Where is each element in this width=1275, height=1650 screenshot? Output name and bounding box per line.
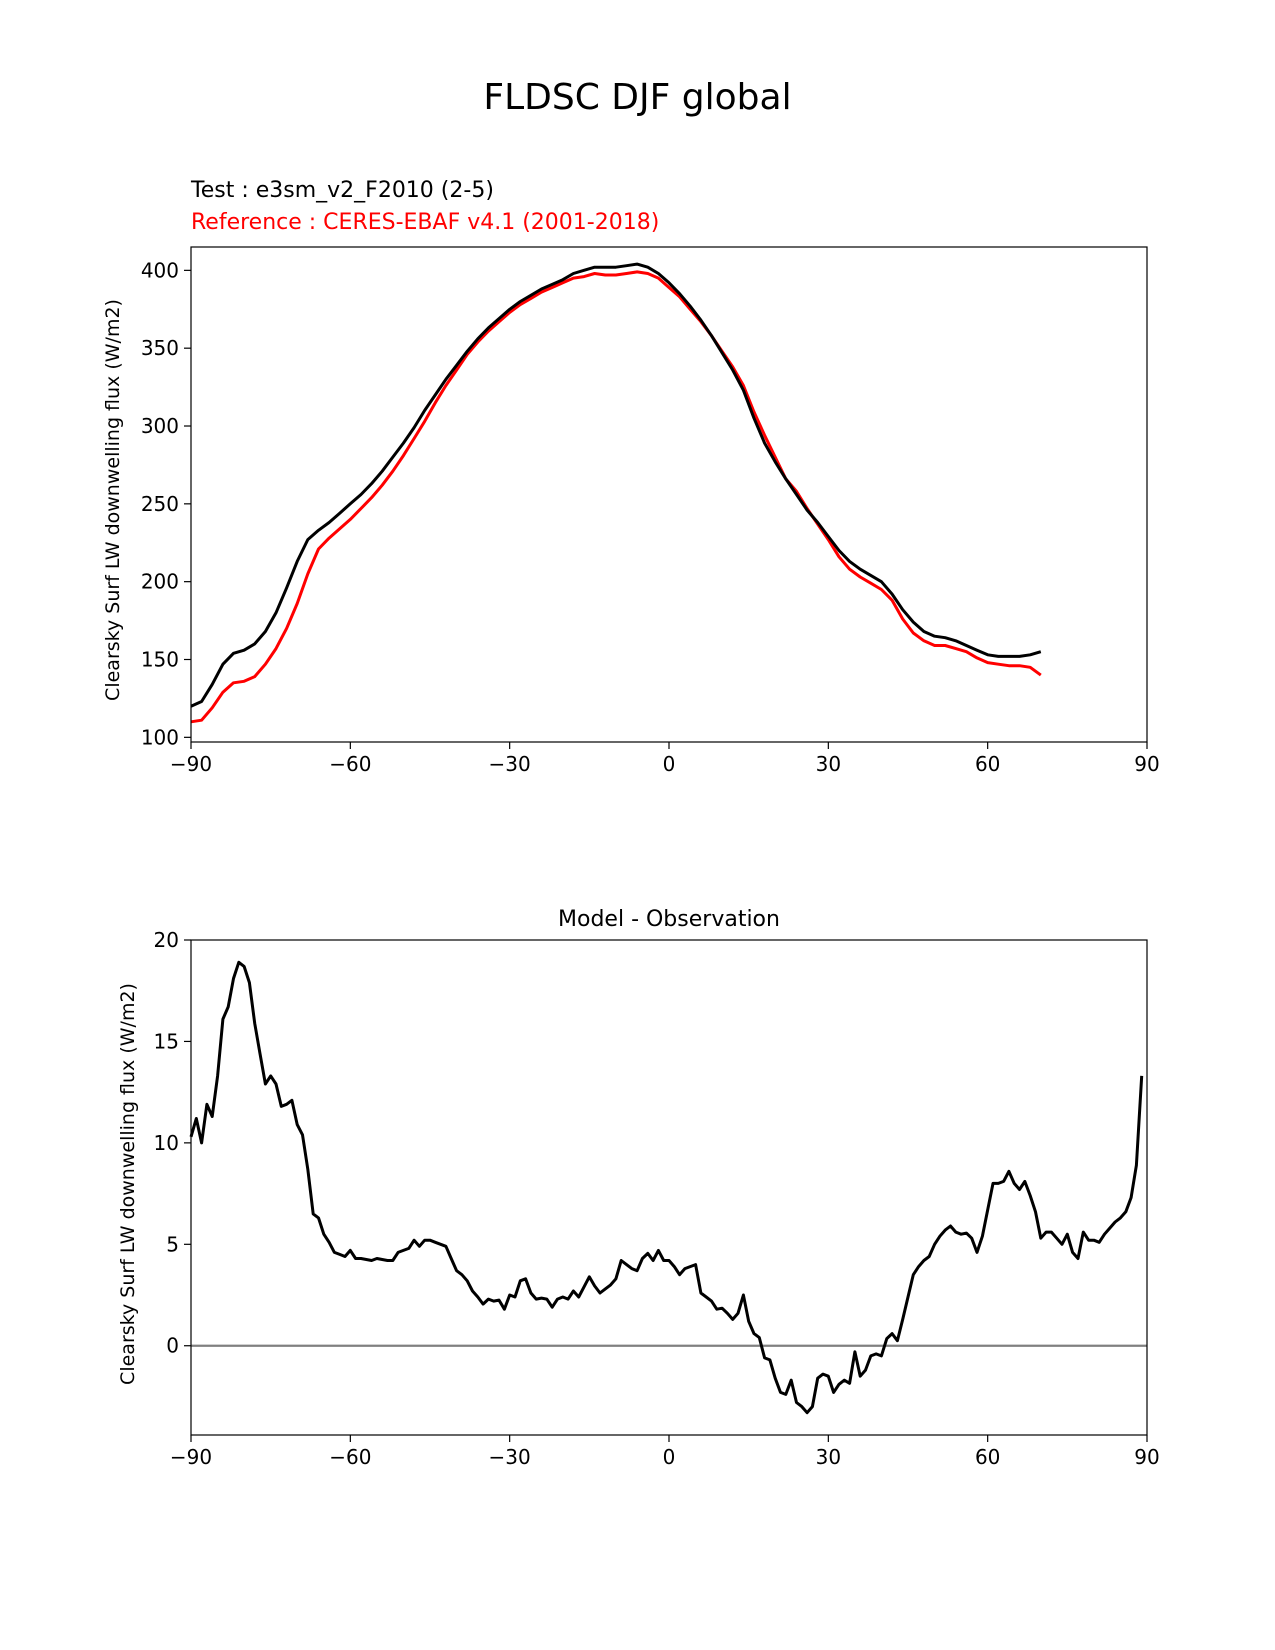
y-tick-label: 10 xyxy=(154,1131,179,1155)
x-tick-label: −90 xyxy=(170,1445,212,1469)
difference-chart: Model - Observation Clearsky Surf LW dow… xyxy=(117,907,1160,1469)
y-tick-label: 400 xyxy=(141,258,179,282)
x-tick-label: −30 xyxy=(489,752,531,776)
y-axis-label: Clearsky Surf LW downwelling flux (W/m2) xyxy=(102,299,124,701)
y-tick-label: 350 xyxy=(141,336,179,360)
reference-series-line xyxy=(190,270,1042,724)
test-series-line xyxy=(189,960,1144,1415)
y-tick-label: 5 xyxy=(166,1232,179,1256)
y-axis-label: Clearsky Surf LW downwelling flux (W/m2) xyxy=(117,983,139,1385)
plot-frame xyxy=(190,246,1148,743)
x-tick-label: 90 xyxy=(1134,1445,1159,1469)
y-axis: 100 150 200 250 300 350 400 xyxy=(141,258,191,749)
y-tick-label: 20 xyxy=(154,928,179,952)
y-tick-label: 300 xyxy=(141,414,179,438)
x-tick-label: −60 xyxy=(329,752,371,776)
flux-lines xyxy=(190,262,1042,724)
y-tick-label: 15 xyxy=(154,1029,179,1053)
y-axis: 0 5 10 15 20 xyxy=(154,928,191,1358)
y-tick-label: 150 xyxy=(141,648,179,672)
reference-title: Reference : CERES-EBAF v4.1 (2001-2018) xyxy=(191,210,659,235)
x-tick-label: 60 xyxy=(975,1445,1000,1469)
flux-chart: Test : e3sm_v2_F2010 (2-5) Reference : C… xyxy=(102,178,1160,776)
x-tick-label: −60 xyxy=(329,1445,371,1469)
test-series-line xyxy=(190,262,1042,708)
x-tick-label: 0 xyxy=(663,752,676,776)
y-tick-label: 0 xyxy=(166,1334,179,1358)
y-tick-label: 100 xyxy=(141,725,179,749)
figure-title: FLDSC DJF global xyxy=(483,77,791,118)
x-tick-label: 30 xyxy=(816,1445,841,1469)
x-tick-label: −30 xyxy=(489,1445,531,1469)
difference-title: Model - Observation xyxy=(558,907,780,932)
x-axis: −90 −60 −30 0 30 60 90 xyxy=(170,742,1160,776)
x-tick-label: 60 xyxy=(975,752,1000,776)
plot-frame xyxy=(190,939,1148,1436)
test-title: Test : e3sm_v2_F2010 (2-5) xyxy=(190,178,494,203)
x-tick-label: 0 xyxy=(663,1445,676,1469)
difference-lines xyxy=(189,960,1147,1415)
x-tick-label: 90 xyxy=(1134,752,1159,776)
x-tick-label: 30 xyxy=(816,752,841,776)
x-tick-label: −90 xyxy=(170,752,212,776)
x-axis: −90 −60 −30 0 30 60 90 xyxy=(170,1435,1160,1469)
y-tick-label: 250 xyxy=(141,492,179,516)
y-tick-label: 200 xyxy=(141,570,179,594)
